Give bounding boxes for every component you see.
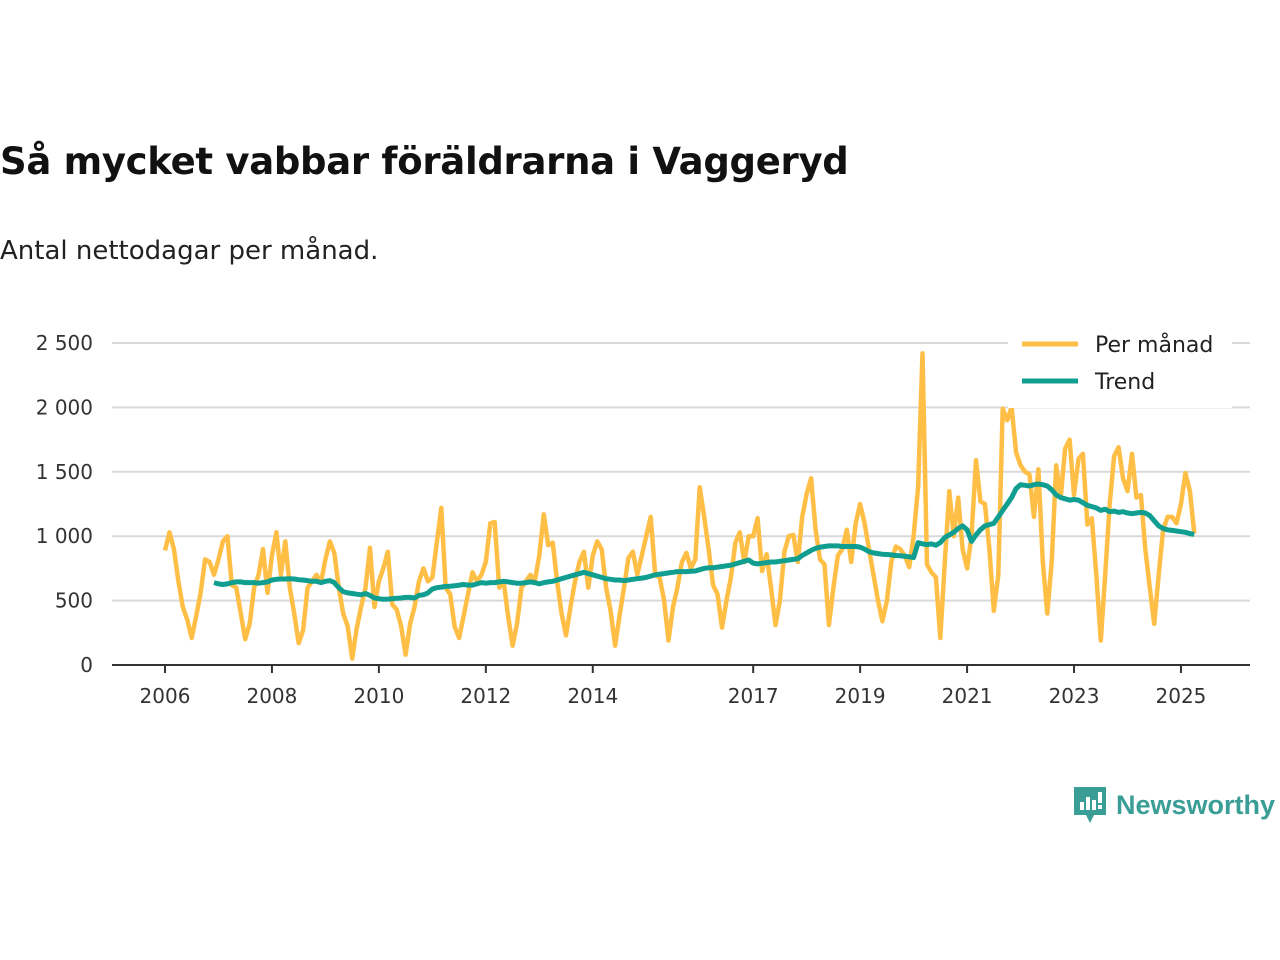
legend-background (1008, 322, 1232, 408)
chart-title: Så mycket vabbar föräldrarna i Vaggeryd (0, 140, 849, 183)
y-axis-ticks: 0 500 1 000 1 500 2 000 2 500 (36, 331, 93, 677)
x-tick-label: 2021 (942, 684, 993, 708)
x-tick-label: 2023 (1049, 684, 1100, 708)
x-tick-label: 2012 (460, 684, 511, 708)
x-tick-label: 2014 (567, 684, 618, 708)
y-tick-label: 1 500 (36, 460, 93, 484)
per-manad-line (162, 351, 1197, 661)
x-tick-label: 2017 (728, 684, 779, 708)
y-tick-label: 2 000 (36, 395, 93, 419)
series-lines (162, 351, 1197, 661)
trend-line (213, 481, 1195, 602)
y-tick-label: 1 000 (36, 524, 93, 548)
y-tick-label: 500 (55, 589, 93, 613)
x-tick-label: 2010 (353, 684, 404, 708)
newsworthy-logo-icon (1074, 787, 1106, 823)
legend-label-per-manad: Per månad (1095, 332, 1213, 358)
x-tick-label: 2019 (835, 684, 886, 708)
y-tick-label: 0 (80, 653, 93, 677)
x-tick-label: 2006 (140, 684, 191, 708)
legend: Per månad Trend (1008, 322, 1232, 408)
x-tick-label: 2025 (1156, 684, 1207, 708)
x-axis-ticks: 2006 2008 2010 2012 2014 2017 2019 2021 2023 2025 (112, 664, 1250, 708)
x-tick-label: 2008 (246, 684, 297, 708)
brand-name: Newsworthy (1116, 789, 1276, 820)
chart-subtitle: Antal nettodagar per månad. (0, 236, 379, 266)
legend-label-trend: Trend (1094, 370, 1155, 395)
newsworthy-logo: Newsworthy (1072, 785, 1275, 825)
y-tick-label: 2 500 (36, 331, 93, 355)
